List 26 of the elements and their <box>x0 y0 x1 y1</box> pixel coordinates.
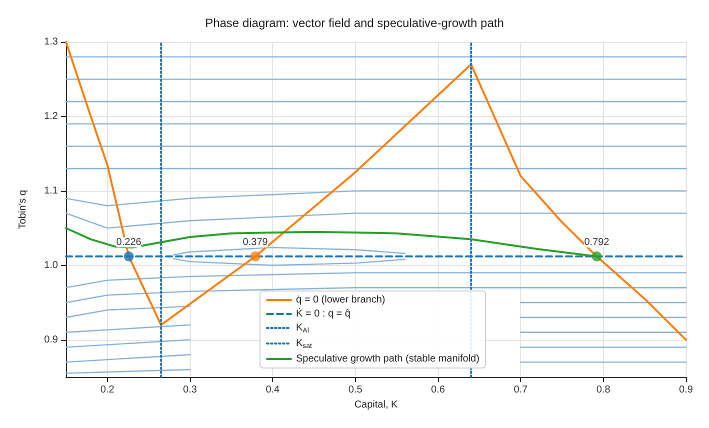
x-tick-label: 0.6 <box>431 384 446 396</box>
x-tick-label: 0.7 <box>514 384 528 396</box>
annotation: 0.379 <box>242 236 268 248</box>
y-tick-label: 1.2 <box>44 110 58 122</box>
y-axis-title: Tobin's q <box>18 190 28 230</box>
y-tick-label: 1.1 <box>44 185 58 196</box>
x-tick-label: 0.5 <box>348 384 363 396</box>
line-series <box>65 287 687 304</box>
y-tick-label: 0.9 <box>44 334 58 346</box>
annotation: 0.226 <box>116 236 142 248</box>
x-axis-title: Capital, K <box>354 399 398 410</box>
x-tick-label: 0.8 <box>596 384 611 396</box>
annotation: 0.792 <box>584 236 610 248</box>
legend-label: Speculative growth path (stable manifold) <box>296 354 480 364</box>
line-series <box>172 246 406 256</box>
y-tick-label: 1.3 <box>44 36 58 48</box>
x-tick-label: 0.4 <box>266 384 280 396</box>
x-tick-label: 0.9 <box>679 384 694 396</box>
line-series <box>65 272 687 288</box>
y-tick-label: 1.0 <box>44 260 58 271</box>
legend-label: q̇ = 0 (lower branch) <box>296 294 386 306</box>
legend-label: K̇ = 0 : q = q̂ <box>296 308 350 320</box>
chart-title: Phase diagram: vector field and speculative-growth path <box>205 16 504 30</box>
x-tick-label: 0.3 <box>183 384 198 396</box>
line-series <box>172 258 406 266</box>
x-tick-label: 0.2 <box>100 384 115 396</box>
